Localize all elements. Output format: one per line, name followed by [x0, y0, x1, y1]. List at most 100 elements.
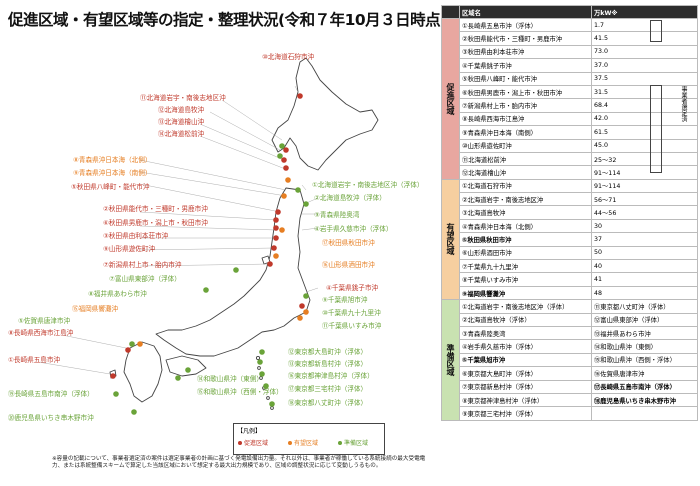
area-capacity: 73.0: [591, 44, 698, 60]
area-name: ①北海道岩宇・南後志地区沖（浮体）: [459, 299, 592, 314]
area-name: ⑤千葉県旭市沖: [459, 352, 592, 368]
map-label: ⑩北海道石狩市沖: [262, 53, 315, 61]
map-label: ①長崎県五島市沖: [8, 356, 61, 364]
area-name: ⑫富山県東部沖（浮体）: [591, 312, 698, 327]
area-capacity: 41.5: [591, 31, 698, 46]
map-label: ③青森県陸奥湾: [314, 211, 360, 219]
area-name: ⑯佐賀県唐津市沖: [591, 366, 698, 381]
area-name: ①長崎県五島市沖（浮体）: [459, 17, 592, 33]
area-name: ⑨東京都三宅村沖（浮体）: [459, 406, 592, 421]
area-name: ⑬福井県あわら市沖: [591, 325, 698, 341]
area-name: ⑦東京都新島村沖（浮体）: [459, 379, 592, 394]
kyushu-island: [123, 341, 163, 403]
area-name: ④岩手県久慈市沖（浮体）: [459, 339, 592, 354]
area-capacity: 50: [591, 245, 698, 261]
area-name: ⑪北海道松前沖: [459, 151, 592, 167]
table-header-blank: [441, 5, 460, 19]
area-name: ⑦新潟県村上市・胎内市沖: [459, 98, 592, 113]
map-label: ⑨山形県遊佐町沖: [103, 245, 156, 253]
area-capacity: 30: [591, 218, 698, 234]
map-label: ⑰東京都三宅村沖（浮体）: [288, 385, 368, 393]
map-label: ⑫東京都大島町沖（浮体）: [288, 348, 368, 356]
area-table: 区域名 万kW※ 促進区域 ①長崎県五島市沖（浮体） 1.7 ②秋田県能代市・三種町…: [441, 5, 698, 421]
map-label: ⑬東京都新島村沖（浮体）: [288, 360, 368, 368]
page-title: 促進区域・有望区域等の指定・整理状況(令和７年10月３日時点): [8, 11, 447, 29]
legend-heading: 【凡例】: [237, 428, 262, 435]
map-label: ⑨千葉県旭市沖: [322, 296, 368, 304]
map-label: ⑫北海道島牧沖: [158, 106, 205, 114]
map-label: ⑤秋田県八峰町・能代市沖: [71, 183, 150, 191]
area-name: ③青森県陸奥湾: [459, 325, 592, 341]
area-capacity: 44～56: [591, 205, 698, 220]
area-name: ⑤秋田県秋田市沖: [459, 232, 592, 247]
area-capacity: 42.0: [591, 111, 698, 127]
area-capacity: 91～114: [591, 165, 698, 180]
area-capacity: 40: [591, 259, 698, 274]
map-label: ⑤佐賀県唐津市沖: [18, 317, 71, 325]
area-capacity: 61.5: [591, 125, 698, 140]
map-label: ⑲長崎県五島市南沖（浮体）: [8, 390, 94, 398]
area-capacity: 37.5: [591, 71, 698, 86]
area-name: ⑥東京都大島町沖（浮体）: [459, 366, 592, 381]
map-label: ⑧福井県あわら市沖: [88, 290, 147, 298]
area-name: ⑫北海道檜山沖: [459, 165, 592, 180]
area-capacity: 41: [591, 272, 698, 287]
legend-item-preparation: 準備区域: [338, 438, 368, 447]
map-label: ⑩千葉県九十九里沖: [322, 309, 381, 317]
area-name: ⑭和歌山県沖（東側）: [591, 339, 698, 354]
area-name: ④青森県沖日本海（北側）: [459, 218, 592, 234]
map-label: ②北海道島牧沖（浮体）: [314, 194, 386, 202]
area-name: ⑩山形県遊佐町沖: [459, 138, 592, 153]
table-header-area: 区域名: [459, 5, 592, 19]
map-label: ⑮福岡県響灘沖: [72, 305, 119, 313]
area-name: ⑨福岡県響灘沖: [459, 285, 592, 301]
map-label: ⑮和歌山県沖（西側・浮体）: [197, 388, 283, 396]
area-capacity: 56～71: [591, 192, 698, 207]
map-label: ⑱東京都八丈町沖（浮体）: [288, 399, 368, 407]
area-name: [591, 406, 698, 421]
shikoku-island: [165, 355, 207, 377]
map-label: ⑥秋田県男鹿市・潟上市・秋田市沖: [103, 219, 208, 227]
area-capacity: 31.5: [591, 84, 698, 100]
japan-map-panel: 促進区域・有望区域等の指定・整理状況(令和７年10月３日時点): [8, 11, 447, 469]
hokkaido-island: [271, 57, 379, 171]
area-name: ②北海道島牧沖（浮体）: [459, 312, 592, 327]
area-name: ⑥山形県酒田市沖: [459, 245, 592, 261]
area-name: ⑦千葉県九十九里沖: [459, 259, 592, 274]
area-capacity: 37: [591, 232, 698, 247]
area-name: ④千葉県銚子市沖: [459, 58, 592, 73]
map-label: ④千葉県銚子市沖: [326, 284, 379, 292]
area-capacity: 68.4: [591, 98, 698, 113]
japan-map: [37, 57, 379, 415]
map-label: ①北海道岩宇・南後志地区沖（浮体）: [312, 181, 424, 189]
area-name: ⑥秋田県男鹿市・潟上市・秋田市沖: [459, 84, 592, 100]
selected-note: 事業者選定済: [680, 86, 687, 122]
area-name: ⑱鹿児島県いちき串木野市沖: [591, 392, 698, 408]
area-capacity: 45.0: [591, 138, 698, 153]
category-promotion: 促進区域: [441, 18, 460, 180]
area-name: ⑪東京都八丈町沖（浮体）: [591, 299, 698, 314]
map-label: ②秋田県能代市・三種町・男鹿市沖: [103, 205, 208, 213]
map-label: ⑦富山県東部沖（浮体）: [109, 275, 181, 283]
map-label: ⑳鹿児島県いちき串木野市沖: [8, 414, 94, 422]
area-name: ①北海道石狩市沖: [459, 178, 592, 194]
category-preparation: 準備区域: [441, 299, 460, 421]
area-name: ③北海道島牧沖: [459, 205, 592, 220]
area-name: ③秋田県由利本荘市沖: [459, 44, 592, 60]
area-name: ②秋田県能代市・三種町・男鹿市沖: [459, 31, 592, 46]
map-label: ⑨青森県沖日本海（南側）: [73, 169, 152, 177]
area-name: ⑤秋田県八峰町・能代市沖: [459, 71, 592, 86]
area-capacity: 91～114: [591, 178, 698, 194]
area-name: ⑧千葉県いすみ市沖: [459, 272, 592, 287]
map-label: ⑪千葉県いすみ市沖: [322, 322, 382, 330]
area-name: ②北海道岩宇・南後志地区沖: [459, 192, 592, 207]
map-label: ⑬北海道檜山沖: [158, 118, 205, 126]
honshu-island: [155, 187, 311, 357]
capacity-note: ※容量の記載について、事業者選定済の案件は選定事業者の計画に基づく発電設備出力量…: [52, 456, 426, 469]
category-promising: 有望区域: [441, 178, 460, 301]
map-label: ⑧青森県沖日本海（北側）: [73, 156, 152, 164]
map-legend: 【凡例】 促進区域 有望区域 準備区域: [233, 423, 385, 455]
map-label: ⑭和歌山県沖（東側）: [197, 375, 263, 383]
area-capacity: 48: [591, 285, 698, 301]
area-capacity: 1.7: [591, 17, 698, 33]
